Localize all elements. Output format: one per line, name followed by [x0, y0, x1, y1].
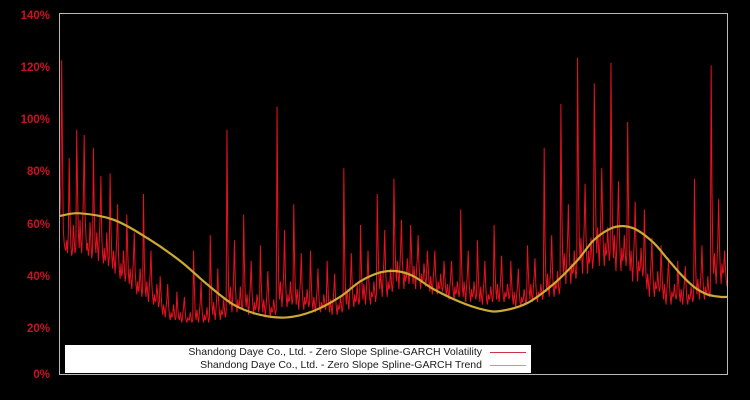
legend-label-trend: Shandong Daye Co., Ltd. - Zero Slope Spl… — [200, 359, 482, 371]
trend-series — [60, 212, 727, 319]
legend-entry: Shandong Daye Co., Ltd. - Zero Slope Spl… — [66, 359, 530, 372]
y-axis-tick-label: 20% — [26, 323, 50, 335]
y-axis-tick-label: 100% — [20, 114, 50, 126]
volatility-series — [60, 57, 727, 323]
legend-swatch-trend — [490, 365, 526, 366]
y-axis-tick-label: 140% — [20, 10, 50, 22]
chart-svg — [60, 57, 727, 323]
trend-line — [60, 212, 727, 319]
y-axis-tick-label: 0% — [33, 369, 50, 381]
volatility-line — [60, 57, 727, 323]
legend-entry: Shandong Daye Co., Ltd. - Zero Slope Spl… — [66, 346, 530, 359]
plot-area — [59, 13, 728, 375]
chart-legend: Shandong Daye Co., Ltd. - Zero Slope Spl… — [65, 345, 531, 373]
legend-label-volatility: Shandong Daye Co., Ltd. - Zero Slope Spl… — [188, 346, 482, 358]
y-axis-tick-label: 80% — [26, 166, 50, 178]
y-axis-tick-label: 60% — [26, 219, 50, 231]
legend-swatch-volatility — [490, 352, 526, 353]
y-axis-tick-label: 40% — [26, 271, 50, 283]
y-axis-tick-label: 120% — [20, 62, 50, 74]
